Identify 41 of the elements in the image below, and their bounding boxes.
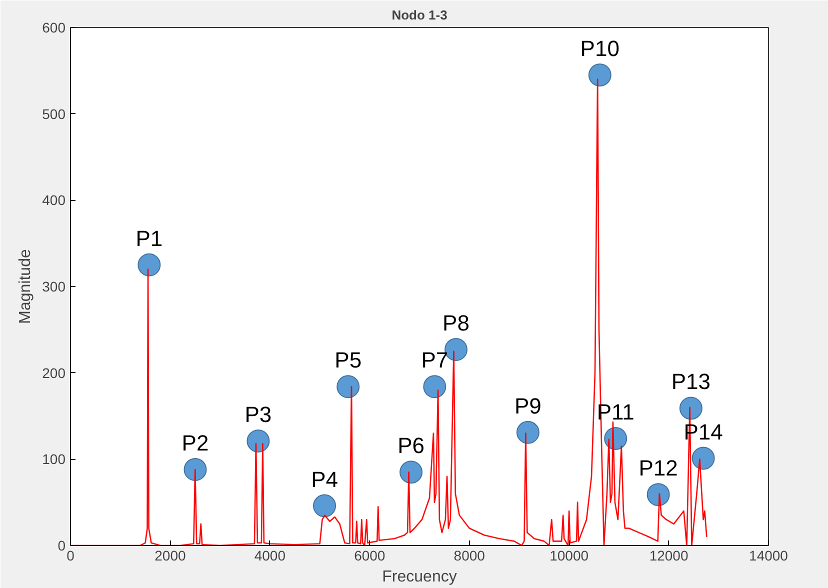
y-tick-label: 600 <box>42 20 66 36</box>
annotation: P13 <box>671 369 711 394</box>
x-tick-label: 12000 <box>649 548 688 564</box>
annotation: P4 <box>311 466 338 492</box>
point <box>138 253 161 276</box>
x-axis-title: Frecuency <box>382 568 457 586</box>
annotation: P2 <box>182 430 209 456</box>
y-tick-label: 300 <box>42 278 66 294</box>
annotation: P9 <box>514 393 542 418</box>
chart-title: Nodo 1-3 <box>392 8 448 22</box>
x-tick-label: 6000 <box>354 548 386 564</box>
point <box>423 375 446 398</box>
y-tick-label: 500 <box>42 106 66 122</box>
x-tick-label: 8000 <box>454 548 486 564</box>
y-tick-label: 0 <box>58 538 66 554</box>
point <box>679 396 702 420</box>
annotation: P8 <box>442 310 470 336</box>
y-tick-label: 100 <box>42 451 66 468</box>
y-tick-label: 200 <box>42 364 66 381</box>
point <box>184 458 207 482</box>
y-axis-title: Magnitude <box>17 249 34 324</box>
point <box>692 446 715 470</box>
point <box>646 483 670 506</box>
annotation: P10 <box>580 36 620 61</box>
point <box>246 430 270 453</box>
annotation: P6 <box>398 433 424 458</box>
annotation: P5 <box>334 348 362 373</box>
point <box>400 460 423 484</box>
point <box>313 494 336 518</box>
annotation: P1 <box>136 226 163 251</box>
point <box>336 375 360 398</box>
annotation: P3 <box>244 402 272 428</box>
annotation: P12 <box>638 456 678 481</box>
x-tick-label: 4000 <box>254 548 286 564</box>
point <box>588 64 612 86</box>
annotation: P7 <box>421 348 448 373</box>
y-tick-label: 400 <box>42 192 66 208</box>
x-tick-label: 10000 <box>550 548 589 564</box>
point <box>516 420 540 444</box>
x-tick-label: 14000 <box>749 548 788 564</box>
x-tick-label: 2000 <box>154 548 186 564</box>
